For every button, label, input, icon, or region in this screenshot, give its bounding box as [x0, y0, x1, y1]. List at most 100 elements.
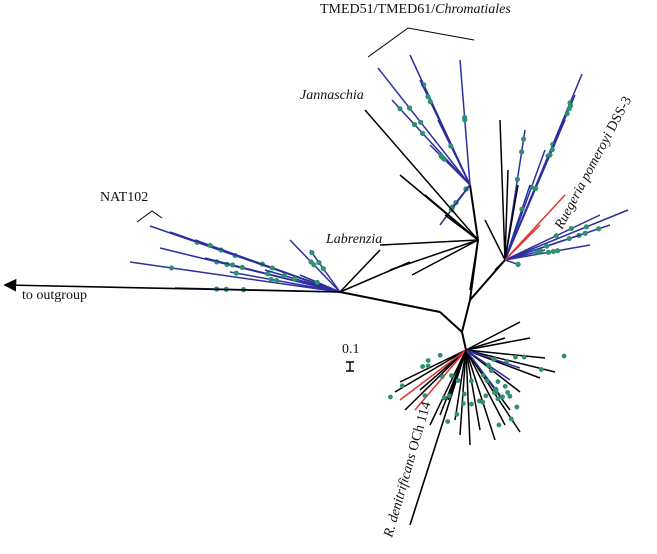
- node-dot: [495, 396, 501, 402]
- node-dot: [505, 390, 511, 395]
- branch: [465, 349, 471, 446]
- label-part: OCh 114: [405, 400, 434, 456]
- node-dot: [449, 373, 454, 379]
- scale-label: 0.1: [342, 342, 360, 357]
- node-dot: [239, 264, 245, 270]
- node-dot: [441, 395, 447, 401]
- node-dot: [268, 276, 274, 283]
- branch: [469, 184, 479, 241]
- node-dot: [555, 248, 561, 254]
- branch: [504, 169, 509, 261]
- node-dot: [468, 378, 474, 384]
- branch: [461, 331, 467, 351]
- node-dot: [538, 248, 544, 254]
- node-dot: [439, 374, 445, 379]
- branch: [459, 59, 471, 186]
- node-dot: [462, 117, 468, 123]
- node-dot: [480, 399, 486, 405]
- branch: [504, 224, 541, 261]
- node-dot: [397, 106, 403, 112]
- outgroup-label: to outgroup: [22, 288, 87, 303]
- taxon-label: R. denitrificans OCh 114: [381, 400, 434, 540]
- label-part: DSS-3: [603, 94, 635, 137]
- node-dot: [168, 265, 175, 271]
- branch: [499, 119, 506, 261]
- branch: [465, 337, 531, 351]
- node-dot: [411, 121, 418, 128]
- node-dot: [583, 224, 590, 230]
- node-dot: [480, 372, 486, 378]
- branch: [399, 349, 467, 383]
- node-dot: [425, 94, 431, 100]
- clade-label: NAT102: [100, 190, 148, 205]
- node-dot: [420, 130, 426, 136]
- node-dot: [553, 233, 559, 239]
- branch: [504, 184, 531, 261]
- scale-bar: [346, 361, 354, 372]
- branches: [129, 54, 629, 526]
- branch: [339, 249, 381, 293]
- node-dot: [550, 248, 557, 255]
- branch: [414, 349, 467, 411]
- node-dot: [437, 352, 443, 358]
- branch: [504, 209, 629, 261]
- node-dot: [445, 419, 451, 424]
- branch: [229, 271, 341, 293]
- node-dot: [566, 106, 572, 112]
- branch: [394, 349, 467, 393]
- clade-label: Labrenzia: [325, 232, 382, 247]
- branch: [379, 239, 479, 246]
- node-dot: [311, 262, 317, 268]
- node-dot: [314, 279, 320, 285]
- branch: [204, 257, 341, 293]
- branch: [299, 274, 341, 293]
- branch: [364, 109, 479, 241]
- node-dot: [519, 149, 525, 155]
- node-dot: [273, 277, 280, 284]
- branch: [129, 261, 341, 293]
- node-dot: [544, 243, 550, 249]
- node-dot: [425, 358, 431, 363]
- label-part: R. denitrificans: [381, 451, 420, 540]
- node-dot: [309, 250, 315, 256]
- node-dot: [514, 404, 520, 410]
- node-dot: [547, 152, 553, 158]
- label-part: TMED51/TMED61/: [320, 2, 435, 17]
- node-dot: [549, 147, 555, 153]
- node-dot: [533, 185, 539, 192]
- branch: [465, 349, 546, 359]
- node-dot: [561, 353, 567, 359]
- node-dot: [496, 422, 502, 428]
- branch: [404, 349, 467, 411]
- branch: [444, 214, 479, 241]
- node-dot: [425, 363, 431, 369]
- node-dot: [454, 411, 460, 417]
- clade-bracket: [136, 210, 163, 223]
- node-dot: [582, 230, 588, 236]
- branch: [309, 249, 341, 293]
- node-dot: [399, 383, 405, 389]
- node-dot: [521, 136, 527, 142]
- branch: [389, 239, 479, 271]
- node-dot: [469, 401, 474, 407]
- node-dot: [438, 153, 444, 159]
- node-dot: [596, 226, 602, 232]
- node-dot: [519, 206, 525, 212]
- branch: [454, 349, 467, 421]
- node-dot: [564, 111, 570, 117]
- branch: [465, 349, 481, 431]
- node-dot: [500, 394, 505, 400]
- branch: [465, 337, 506, 351]
- node-dot: [493, 389, 499, 395]
- branch: [339, 291, 441, 313]
- branch: [391, 99, 471, 186]
- branch: [439, 184, 471, 226]
- outgroup-arrow: [3, 278, 341, 293]
- branch: [437, 119, 471, 186]
- branch: [504, 184, 519, 261]
- branch: [411, 239, 479, 276]
- node-dot: [281, 272, 287, 279]
- branch: [249, 259, 341, 293]
- node-dot: [265, 271, 271, 277]
- node-dot: [422, 393, 428, 399]
